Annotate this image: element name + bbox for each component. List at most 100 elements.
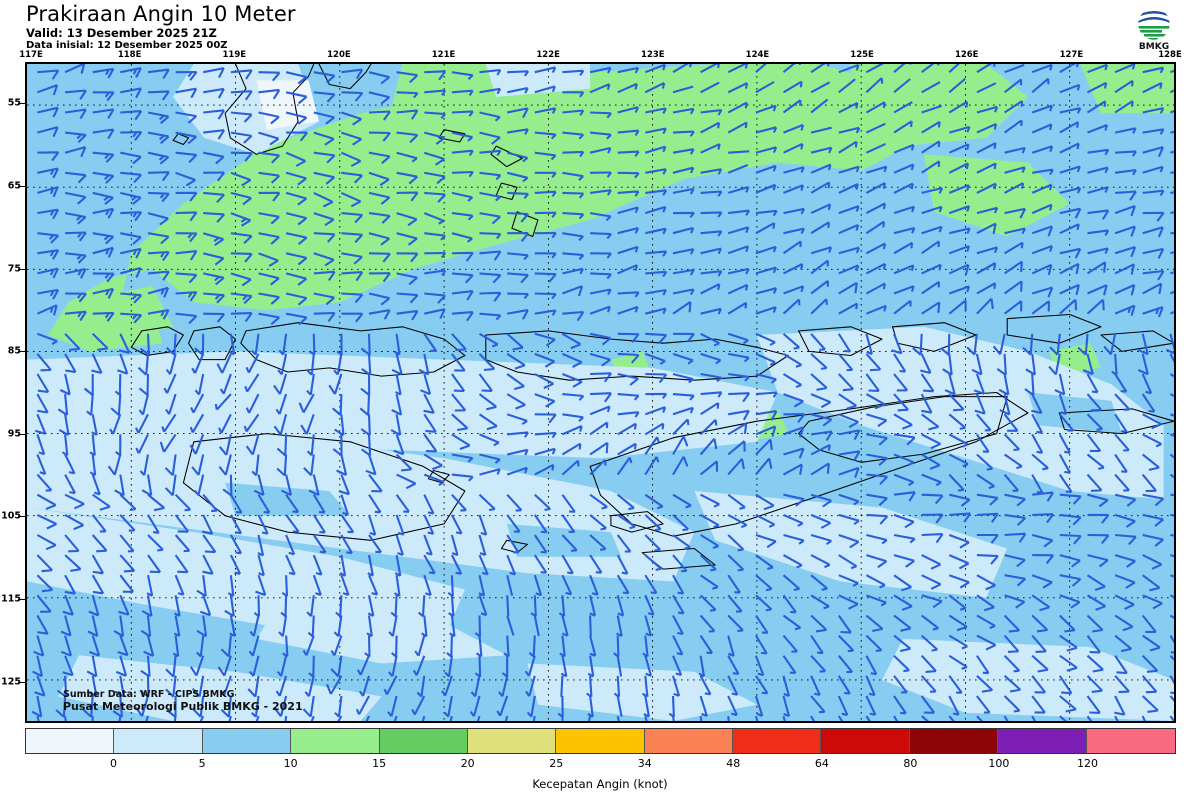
wind-barb	[645, 107, 667, 114]
wind-barb	[534, 211, 557, 218]
wind-barb	[390, 595, 398, 618]
colorbar-segment-7[interactable]	[644, 729, 733, 753]
colorbar-segment-0[interactable]	[26, 729, 115, 753]
wind-barb	[1004, 182, 1025, 194]
wind-barb	[893, 64, 912, 74]
wind-barb	[109, 413, 122, 435]
wind-barb	[175, 171, 196, 187]
wind-barb	[589, 131, 612, 140]
wind-barb	[755, 372, 777, 384]
wind-barb	[451, 110, 474, 117]
wind-barb	[312, 574, 322, 596]
colorbar-segment-5[interactable]	[467, 729, 557, 753]
wind-barb	[616, 715, 620, 721]
wind-barb	[313, 212, 335, 227]
x-axis-tick-127E: 127E	[1059, 50, 1084, 60]
wind-barb	[755, 391, 778, 398]
wind-barb	[341, 312, 364, 323]
wind-barb	[191, 353, 205, 374]
colorbar-segment-8[interactable]	[733, 729, 822, 753]
wind-barb	[119, 534, 135, 553]
colorbar-segment-6[interactable]	[556, 729, 645, 753]
wind-barb	[230, 232, 253, 245]
wind-barb	[203, 129, 225, 140]
colorbar-segment-4[interactable]	[379, 729, 468, 753]
wind-map[interactable]: Sumber Data: WRF - CIPS BMKG Pusat Meteo…	[25, 62, 1176, 723]
wind-barb	[174, 554, 189, 574]
wind-barb	[1169, 635, 1174, 654]
wind-barb	[64, 554, 82, 572]
wind-barb	[948, 245, 970, 255]
wind-barb	[507, 308, 529, 320]
wind-barb	[810, 126, 832, 134]
wind-barb	[202, 494, 218, 512]
wind-barb	[1048, 353, 1061, 376]
wind-barb	[645, 227, 667, 235]
wind-barb	[92, 128, 115, 140]
wind-barb	[478, 554, 489, 576]
wind-barb	[175, 272, 198, 284]
coast-romang	[1006, 313, 1102, 344]
wind-barb	[64, 267, 87, 279]
wind-barb	[479, 191, 501, 202]
wind-barb	[727, 245, 749, 255]
wind-barb	[589, 146, 612, 154]
pale-band-south	[27, 507, 465, 639]
wind-barb	[333, 353, 343, 376]
colorbar-label: Kecepatan Angin (knot)	[532, 777, 668, 791]
wind-barb	[396, 91, 419, 99]
wind-barb	[810, 675, 821, 697]
wind-barb	[893, 654, 910, 673]
wind-barb	[838, 246, 860, 255]
colorbar-segment-2[interactable]	[202, 729, 292, 753]
wind-barb	[700, 247, 722, 255]
wind-barb	[36, 554, 53, 573]
wind-barb	[92, 151, 115, 163]
wind-barb	[561, 574, 573, 596]
colorbar-segment-3[interactable]	[291, 729, 380, 753]
colorbar[interactable]	[25, 728, 1176, 754]
colorbar-segment-12[interactable]	[1086, 729, 1175, 753]
wind-barb	[1114, 493, 1137, 507]
wind-barb	[533, 554, 548, 574]
colorbar-segment-10[interactable]	[909, 729, 999, 753]
wind-barb	[423, 514, 435, 535]
colorbar-segment-1[interactable]	[114, 729, 203, 753]
wind-barb	[562, 171, 584, 181]
wind-barb	[1031, 263, 1053, 276]
wind-barb	[165, 353, 177, 375]
wind-barb	[534, 151, 557, 161]
wind-barb	[418, 353, 430, 376]
wind-barb	[672, 268, 695, 276]
wind-barb	[810, 413, 833, 427]
wind-barb	[590, 232, 612, 240]
wind-barb	[478, 594, 488, 617]
wind-barb	[838, 534, 860, 549]
wind-barb	[1004, 532, 1027, 543]
wind-barb	[755, 635, 768, 655]
wind-barb	[218, 413, 232, 434]
wind-barb	[810, 443, 831, 456]
wind-barb	[424, 308, 446, 320]
wind-barb	[341, 171, 363, 184]
wind-barb	[506, 554, 517, 576]
wind-barb	[273, 414, 288, 436]
wind-barb	[423, 413, 437, 433]
wind-barb	[1003, 119, 1023, 134]
wind-barb	[893, 533, 916, 544]
wind-barb	[866, 554, 888, 569]
wind-barb	[390, 414, 402, 436]
wind-barb	[1031, 145, 1054, 154]
wind-barb	[699, 695, 708, 717]
map-graphics	[27, 64, 1174, 721]
colorbar-segment-11[interactable]	[998, 729, 1087, 753]
wind-barb	[560, 655, 568, 678]
wind-barb	[971, 353, 983, 376]
wind-barb	[727, 614, 744, 633]
wind-barb	[948, 473, 965, 492]
wind-barb	[534, 292, 557, 300]
wind-barb	[1086, 393, 1103, 412]
wind-barb	[838, 281, 858, 295]
colorbar-segment-9[interactable]	[821, 729, 910, 753]
wind-barb	[912, 333, 923, 356]
